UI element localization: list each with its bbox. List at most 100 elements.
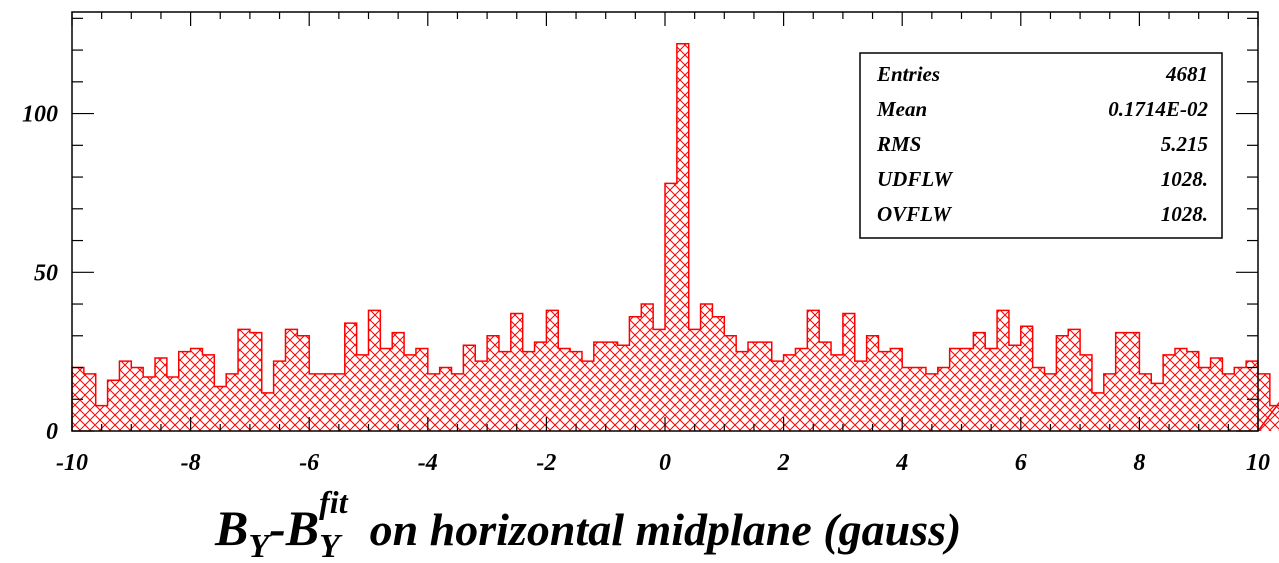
histogram-bin <box>558 348 571 431</box>
histogram-bin <box>570 351 582 431</box>
histogram-bin <box>1269 405 1279 431</box>
histogram-bin <box>783 354 796 431</box>
histogram-bin <box>676 43 689 431</box>
histogram-bin <box>1174 348 1187 431</box>
histogram-bin <box>1103 373 1116 431</box>
x-tick-label: 10 <box>1246 450 1270 476</box>
histogram-bin <box>1115 332 1128 431</box>
histogram-bin <box>309 373 322 431</box>
histogram-bin <box>1032 367 1045 431</box>
histogram-bin <box>1222 373 1235 431</box>
histogram-bin <box>380 348 393 431</box>
histogram-bin <box>759 342 772 431</box>
y-tick-label: 50 <box>34 260 58 286</box>
histogram-bin <box>593 342 606 431</box>
x-title-text: on horizontal midplane (gauss) <box>370 504 962 555</box>
histogram-bin <box>1091 392 1104 431</box>
stats-label: OVFLW <box>877 202 952 226</box>
histogram-bin <box>451 373 464 431</box>
x-tick-label: 0 <box>659 450 671 476</box>
histogram-bin <box>949 348 962 431</box>
y-tick-label: 0 <box>46 419 58 445</box>
stats-label: RMS <box>876 132 921 156</box>
x-title-sup-fit: fit <box>319 484 349 520</box>
histogram-bin <box>83 373 96 431</box>
x-title-minus-b: -B <box>269 500 319 556</box>
histogram-bin <box>665 183 677 431</box>
histogram-bin <box>321 373 333 431</box>
histogram-bin <box>854 361 867 431</box>
x-title-sub-y: Y <box>248 528 272 563</box>
histogram-bin <box>487 335 499 431</box>
histogram-bin <box>1210 357 1223 431</box>
histogram-bin <box>1127 332 1140 431</box>
histogram-bin <box>1234 367 1247 431</box>
x-tick-label: -8 <box>181 450 201 476</box>
histogram-bin <box>617 345 630 431</box>
histogram-bin <box>155 357 167 431</box>
histogram-bin <box>1020 326 1033 431</box>
x-tick-label: -10 <box>56 450 88 476</box>
histogram-bin <box>1044 373 1057 431</box>
histogram-bin <box>819 342 832 431</box>
histogram-bin <box>285 329 298 431</box>
histogram-bin <box>404 354 416 431</box>
x-tick-label: -4 <box>418 450 438 476</box>
histogram-bin <box>997 310 1009 431</box>
stats-value: 1028. <box>1161 202 1208 226</box>
histogram-bin <box>261 392 274 431</box>
x-tick-label: -2 <box>536 450 556 476</box>
histogram-bin <box>273 361 286 431</box>
histogram-bin <box>107 380 120 431</box>
histogram-bin <box>297 335 310 431</box>
histogram-bin <box>1068 329 1081 431</box>
histogram-bin <box>510 313 523 431</box>
histogram-bin <box>1186 351 1199 431</box>
histogram-bin <box>166 377 179 431</box>
histogram-bin <box>1056 335 1069 431</box>
histogram-bin <box>475 361 488 431</box>
histogram-bin <box>392 332 405 431</box>
histogram-bin <box>463 345 476 431</box>
histogram-bin <box>522 351 535 431</box>
histogram-bin <box>1151 383 1164 431</box>
histogram-bin <box>878 351 891 431</box>
histogram-bin <box>914 367 926 431</box>
histogram-bin <box>641 304 654 431</box>
histogram-bin <box>925 373 938 431</box>
stats-value: 5.215 <box>1161 132 1208 156</box>
histogram-bin <box>1246 361 1258 431</box>
x-tick-label: 8 <box>1133 450 1145 476</box>
stats-label: UDFLW <box>877 167 953 191</box>
histogram-bin <box>961 348 974 431</box>
histogram-bin <box>131 367 144 431</box>
stats-label: Entries <box>876 62 940 86</box>
histogram-bin <box>890 348 903 431</box>
histogram-bin <box>214 386 227 431</box>
stats-value: 4681 <box>1165 62 1208 86</box>
histogram-bin <box>178 351 191 431</box>
histogram-bin <box>866 335 879 431</box>
x-tick-label: -6 <box>299 450 319 476</box>
histogram-bin <box>937 367 950 431</box>
histogram-bin <box>427 373 440 431</box>
histogram-bin <box>724 335 737 431</box>
histogram-bin <box>119 361 132 431</box>
histogram-bin <box>249 332 262 431</box>
histogram-bin <box>629 316 642 431</box>
histogram-outline <box>71 42 1279 432</box>
histogram-bin <box>1008 345 1021 431</box>
histogram-bin <box>1198 367 1211 431</box>
histogram-bin <box>581 361 594 431</box>
histogram-bin <box>771 361 784 431</box>
histogram-bin <box>605 342 618 431</box>
histogram-bin <box>1080 354 1092 431</box>
statistics-box: Entries 4681 Mean 0.1714E-02 RMS 5.215 UDFLW 10… <box>859 52 1223 239</box>
histogram-bin <box>95 405 108 431</box>
histogram-bin <box>226 373 239 431</box>
histogram-bin <box>795 348 808 431</box>
stats-label: Mean <box>876 97 927 121</box>
histogram-bin <box>700 304 713 431</box>
